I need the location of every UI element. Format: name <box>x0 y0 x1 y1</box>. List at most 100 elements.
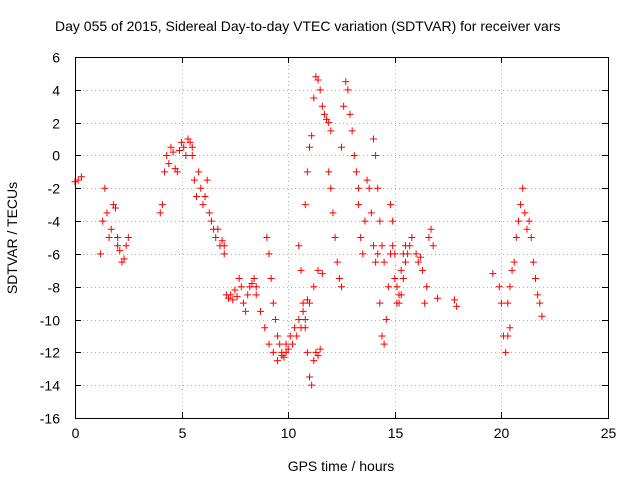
data-point <box>327 184 335 192</box>
data-point <box>506 283 514 291</box>
y-tick-label: 4 <box>52 83 60 99</box>
data-point <box>310 283 318 291</box>
data-point <box>252 283 260 291</box>
data-point <box>427 225 435 233</box>
data-point <box>295 316 303 324</box>
data-point <box>348 127 356 135</box>
data-point <box>301 324 309 332</box>
data-point <box>248 279 256 287</box>
data-point <box>408 234 416 241</box>
data-point <box>306 143 314 151</box>
data-point <box>212 234 220 241</box>
data-point <box>423 283 431 291</box>
data-point <box>391 275 399 283</box>
data-point <box>114 234 122 241</box>
data-point <box>525 217 533 225</box>
data-point <box>97 250 105 258</box>
data-point <box>158 201 166 209</box>
y-tick-label: -6 <box>48 247 61 263</box>
x-tick-label: 15 <box>388 425 404 441</box>
data-point <box>124 234 132 241</box>
data-point <box>514 217 522 225</box>
data-point <box>367 209 375 217</box>
data-point <box>338 283 345 291</box>
data-point <box>271 316 279 324</box>
data-point <box>203 176 211 184</box>
data-point <box>376 299 384 307</box>
data-point <box>395 299 403 307</box>
data-point <box>297 266 305 274</box>
data-point <box>508 266 516 274</box>
data-point <box>112 204 120 212</box>
data-point <box>517 201 525 209</box>
data-point <box>239 299 247 307</box>
data-point <box>299 299 307 307</box>
data-point <box>532 275 540 283</box>
data-point <box>156 209 164 217</box>
data-point <box>453 302 461 310</box>
data-point <box>163 151 171 159</box>
y-tick-label: -2 <box>48 181 61 197</box>
data-point <box>167 143 175 151</box>
data-point <box>397 291 405 299</box>
data-point <box>344 86 352 94</box>
data-point <box>357 234 365 241</box>
data-point <box>327 127 335 135</box>
y-tick-label: -10 <box>40 313 60 329</box>
data-point <box>161 168 169 176</box>
data-point <box>365 184 373 192</box>
data-point <box>412 250 420 258</box>
data-point <box>207 217 215 225</box>
data-point <box>263 234 271 241</box>
data-points <box>71 73 546 389</box>
data-point <box>527 234 535 241</box>
data-point <box>378 242 386 250</box>
data-point <box>536 299 544 307</box>
data-point <box>497 299 505 307</box>
data-point <box>252 291 260 299</box>
data-point <box>218 237 226 245</box>
data-point <box>538 312 546 320</box>
data-point <box>178 138 186 146</box>
data-point <box>116 247 124 255</box>
data-point <box>429 242 437 250</box>
y-tick-label: 0 <box>52 148 60 164</box>
y-tick-label: -8 <box>48 280 61 296</box>
data-point <box>416 253 424 261</box>
data-point <box>320 110 328 118</box>
data-point <box>506 324 514 332</box>
y-tick-label: -12 <box>40 345 60 361</box>
data-point <box>397 266 405 274</box>
data-point <box>265 250 273 258</box>
axis-ticks <box>75 57 609 419</box>
data-point <box>310 94 318 102</box>
y-tick-label: -4 <box>48 214 61 230</box>
data-point <box>338 143 345 151</box>
x-tick-label: 10 <box>281 425 297 441</box>
data-point <box>235 275 243 283</box>
data-point <box>229 296 237 304</box>
data-point <box>288 340 296 348</box>
data-point <box>391 250 399 258</box>
data-point <box>387 201 395 209</box>
data-point <box>197 184 205 192</box>
data-point <box>404 250 412 258</box>
data-point <box>419 266 427 274</box>
data-point <box>510 258 518 266</box>
y-axis-label: SDTVAR / TECUs <box>4 182 20 294</box>
data-point <box>489 270 497 278</box>
data-point <box>529 258 537 266</box>
data-point <box>242 307 250 315</box>
data-point <box>250 275 258 283</box>
data-point <box>389 217 397 225</box>
data-point <box>180 143 188 151</box>
data-point <box>231 286 239 294</box>
data-point <box>267 275 275 283</box>
data-point <box>299 307 307 315</box>
data-point <box>384 283 392 291</box>
data-point <box>450 296 458 304</box>
data-point <box>188 151 196 159</box>
data-point <box>256 307 264 315</box>
y-tick-label: -14 <box>40 378 60 394</box>
data-point <box>523 225 531 233</box>
